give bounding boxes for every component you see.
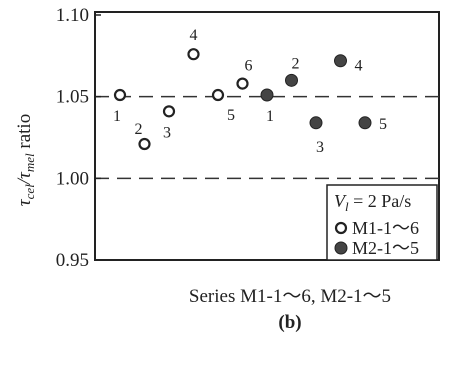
point-m2-3 [309,116,323,130]
point-label-m2-3: 3 [316,139,324,156]
legend-entry-m1: M1-1～6 [352,218,419,238]
point-label-m1-2: 2 [135,121,143,138]
y-tick-label: 0.95 [56,250,89,271]
point-m1-4 [187,48,200,61]
point-label-m1-6: 6 [245,58,253,75]
point-m1-2 [138,137,151,151]
legend-title-tail: = 2 Pa/s [349,191,412,211]
point-m2-5 [358,116,372,130]
y-tick-label: 1.05 [56,87,89,108]
point-m2-4 [334,54,347,68]
point-label-m1-3: 3 [163,124,171,141]
plot-frame [94,11,440,261]
legend-title-main: V [334,191,347,211]
y-label-mid: /τ [14,171,35,185]
legend: Vl = 2 Pa/s M1-1～6 M2-1～5 [326,184,438,261]
legend-title: Vl = 2 Pa/s [334,191,411,214]
point-label-m1-4: 4 [190,27,198,44]
point-m1-1 [113,88,127,102]
point-m1-6 [236,77,249,90]
y-label-main: τ [14,198,35,206]
y-label-sub2: mel [22,153,37,172]
point-m1-5 [211,88,225,102]
y-label-sub1: cel [22,184,37,200]
y-tick-label: 1.10 [56,5,89,26]
point-label-m1-5: 5 [227,107,235,124]
point-m2-2 [285,73,298,87]
reference-lines [95,95,439,180]
point-m2-1 [260,88,274,102]
legend-marker-filled [334,241,348,255]
y-axis-ticks: 1.10 1.05 1.00 0.95 [56,5,101,271]
legend-title-sub: l [345,199,349,214]
figure-sublabel: (b) [278,312,301,333]
point-label-m2-5: 5 [379,116,387,133]
y-label-tail: ratio [14,114,35,154]
legend-entry-m2: M2-1～5 [352,238,419,258]
point-label-m1-1: 1 [113,108,121,125]
x-axis-label: Series M1-1～6, M2-1～5 [189,286,391,307]
y-tick-label: 1.00 [56,168,89,189]
legend-marker-open [334,221,348,235]
y-axis-label: τcel/τmel ratio [14,114,37,206]
point-label-m2-1: 1 [266,108,274,125]
point-label-m2-2: 2 [292,55,300,72]
point-m1-3 [162,105,176,118]
point-label-m2-4: 4 [355,58,363,75]
